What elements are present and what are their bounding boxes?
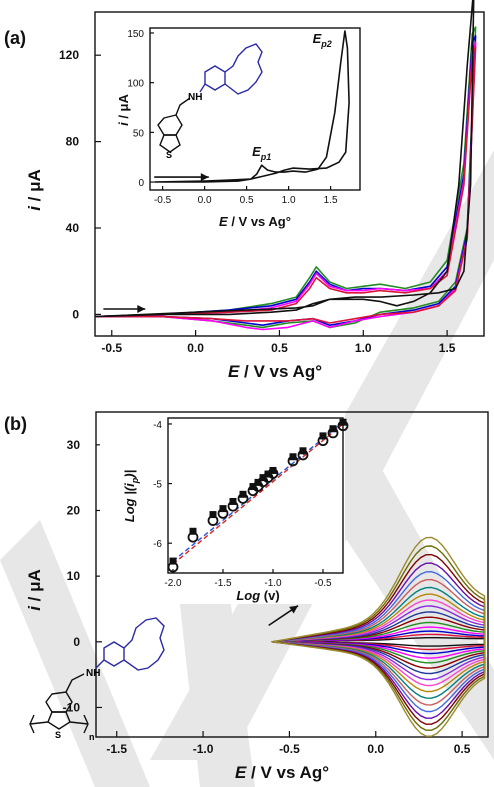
x-tick-label: -2.0 bbox=[164, 578, 182, 589]
amine-label: NH bbox=[188, 92, 202, 103]
crown-ether-ring bbox=[104, 618, 164, 670]
panel-b-inset: -2.0 -1.5 -1.0 -0.5 -6 -5 -4 Log (v) Log |(ip)… bbox=[100, 414, 348, 604]
panel-a-inset: -0.5 0.0 0.5 1.0 1.5 0 50 100 150 Ep1 Ep2 E / V v… bbox=[116, 22, 362, 229]
y-tick-label: -5 bbox=[153, 480, 162, 491]
x-tick-label: 1.0 bbox=[282, 195, 296, 206]
x-tick-label: 1.0 bbox=[355, 341, 372, 355]
crown-ether-chain bbox=[124, 618, 164, 670]
y-tick-label: 0 bbox=[72, 307, 79, 321]
panel-a-label: (a) bbox=[4, 28, 26, 48]
y-tick-label: 150 bbox=[127, 29, 144, 40]
sulfur-label: S bbox=[166, 150, 172, 160]
x-tick-label: 0.0 bbox=[198, 195, 212, 206]
y-tick-label: 10 bbox=[67, 569, 81, 583]
panel-a-scan-arrow bbox=[103, 305, 145, 313]
panel-a-xlabel: E / V vs Ag° bbox=[228, 362, 322, 381]
y-tick-label: 0 bbox=[138, 178, 144, 189]
x-tick-label: -0.5 bbox=[101, 341, 122, 355]
panel-b-label: (b) bbox=[4, 414, 27, 434]
y-tick-label: 80 bbox=[66, 135, 80, 149]
thiophene-ring bbox=[48, 712, 70, 729]
y-tick-label: 120 bbox=[59, 48, 79, 62]
benzene-ring bbox=[104, 642, 124, 666]
scan-direction-arrowhead bbox=[137, 305, 145, 313]
sulfur-label: S bbox=[55, 730, 61, 740]
x-tick-label: -1.5 bbox=[214, 578, 232, 589]
y-tick-label: -4 bbox=[153, 420, 162, 431]
x-tick-label: 0.5 bbox=[454, 742, 471, 756]
y-tick-label: 30 bbox=[67, 438, 81, 452]
y-tick-label: 0 bbox=[73, 635, 80, 649]
panel-b-xlabel: E / V vs Ag° bbox=[235, 763, 329, 782]
y-tick-label: -6 bbox=[153, 539, 162, 550]
x-tick-label: -0.5 bbox=[314, 578, 332, 589]
x-tick-label: 0.0 bbox=[367, 742, 384, 756]
y-tick-label: 40 bbox=[66, 221, 80, 235]
panel-b-inset-xlabel: Log (v) bbox=[236, 588, 279, 603]
x-tick-label: -1.5 bbox=[106, 742, 127, 756]
x-tick-label: 0.5 bbox=[240, 195, 254, 206]
panel-a-inset-xlabel: E / V vs Ag° bbox=[219, 214, 291, 229]
repeat-label: n bbox=[89, 732, 95, 742]
y-tick-label: 50 bbox=[133, 128, 145, 139]
x-tick-label: -1.0 bbox=[193, 742, 214, 756]
y-tick-label: 20 bbox=[67, 503, 81, 517]
panel-b-ylabel: i / μA bbox=[25, 569, 44, 611]
panel-a-inset-ylabel: i / μA bbox=[116, 93, 131, 125]
amine-label: NH bbox=[86, 668, 100, 679]
x-tick-label: 0.0 bbox=[187, 341, 204, 355]
panel-a-ylabel: i / μA bbox=[25, 169, 44, 211]
x-tick-label: 0.5 bbox=[271, 341, 288, 355]
y-tick-label: 100 bbox=[127, 79, 144, 90]
x-tick-label: -0.5 bbox=[279, 742, 300, 756]
x-tick-label: 1.5 bbox=[324, 195, 338, 206]
x-tick-label: 1.5 bbox=[439, 341, 456, 355]
x-tick-label: -0.5 bbox=[154, 195, 172, 206]
